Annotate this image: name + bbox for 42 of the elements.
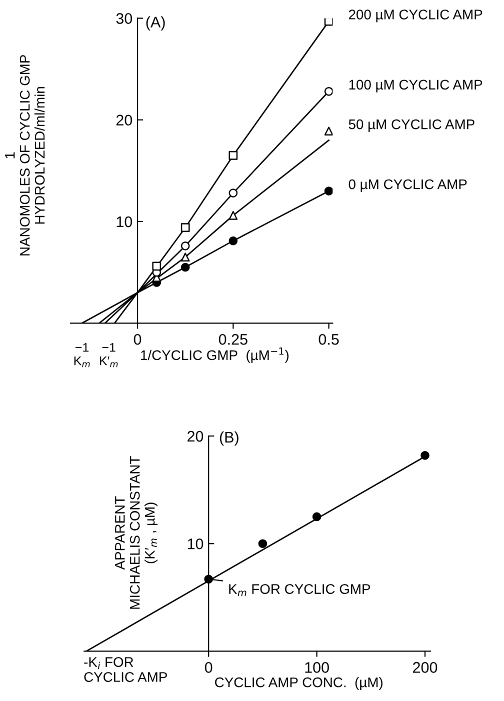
x-tick-label: 0.5 <box>318 334 339 345</box>
chart-title: (B) <box>220 431 238 446</box>
point <box>228 210 238 220</box>
x-tick-label: 0 <box>134 334 142 345</box>
point <box>180 223 190 232</box>
point <box>204 574 214 584</box>
point <box>152 262 162 271</box>
series-label: 200 µM CYCLIC AMP <box>348 10 482 22</box>
point <box>324 186 333 196</box>
y-tick-label: 10 <box>116 216 132 228</box>
y-axis-title: 1 NANOMOLES OF CYCLIC GMP HYDROLYZED/ml/min <box>5 55 45 256</box>
series-label: 0 µM CYCLIC AMP <box>348 179 467 192</box>
series-label: 100 µM CYCLIC AMP <box>349 80 482 92</box>
annotation: −1 K$_{m}$ <box>74 343 90 368</box>
point <box>180 252 190 262</box>
y-tick-label: 20 <box>188 430 204 442</box>
point <box>312 512 322 522</box>
point <box>180 241 190 250</box>
y-tick-label: 10 <box>188 538 204 550</box>
x-axis-title: CYCLIC AMP CONC. (µM) <box>215 677 382 690</box>
annotation: K$_{m}$ FOR CYCLIC GMP <box>229 584 370 596</box>
point <box>324 18 333 26</box>
x-tick-label: 0 <box>204 662 212 673</box>
point <box>420 450 430 460</box>
y-tick-label: 20 <box>116 114 132 126</box>
y-axis-title: APPARENT MICHAELIS CONSTANT (K′$_{m}$ , µM) <box>115 456 158 609</box>
x-axis-title: 1/CYCLIC GMP (µM$^{−1}$) <box>141 348 289 363</box>
series-label: 50 µM CYCLIC AMP <box>348 119 474 132</box>
chart-title: (A) <box>146 16 165 31</box>
point <box>228 188 238 198</box>
point <box>228 236 238 246</box>
annotation: -K$_{i}$ FOR CYCLIC AMP <box>84 657 167 682</box>
point <box>180 262 190 272</box>
point <box>324 126 333 136</box>
point <box>258 539 268 548</box>
annotation: −1 K′$_{m}$ <box>100 343 118 368</box>
y-tick-label: 30 <box>116 13 132 24</box>
x-tick-label: 100 <box>305 662 329 673</box>
x-tick-label: 200 <box>413 662 438 673</box>
x-tick-label: 0.25 <box>218 334 248 345</box>
point <box>324 86 333 96</box>
point <box>228 151 238 160</box>
